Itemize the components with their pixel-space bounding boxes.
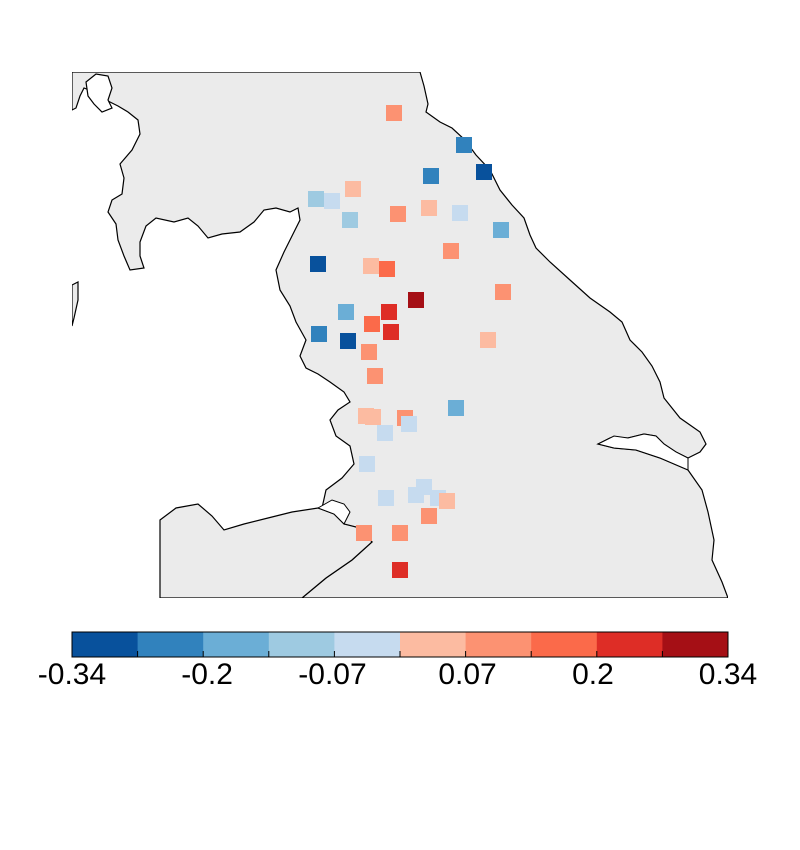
colorbar-tick-label: -0.34 [38, 658, 106, 691]
lake-north-west [85, 73, 113, 113]
humber-estuary [596, 433, 689, 471]
station-marker [452, 205, 468, 221]
colorbar-swatch [662, 632, 729, 657]
station-marker [324, 193, 340, 209]
station-marker [359, 456, 375, 472]
station-marker [383, 324, 399, 340]
station-marker [386, 105, 402, 121]
station-marker [340, 333, 356, 349]
colorbar-swatch [334, 632, 401, 657]
station-marker [392, 562, 408, 578]
station-marker [401, 416, 417, 432]
station-marker [381, 304, 397, 320]
station-marker [421, 508, 437, 524]
station-marker [456, 137, 472, 153]
station-marker [364, 316, 380, 332]
colorbar-tick-label: 0.34 [699, 658, 757, 691]
colorbar-tick-label: -0.07 [298, 658, 366, 691]
station-marker [443, 243, 459, 259]
colorbar-swatch [137, 632, 204, 657]
colorbar-swatch [596, 632, 663, 657]
colorbar-swatch [400, 632, 467, 657]
station-marker [363, 258, 379, 274]
colorbar-swatch [465, 632, 532, 657]
station-marker [308, 191, 324, 207]
station-marker [361, 344, 377, 360]
station-marker [476, 164, 492, 180]
stations-layer [308, 105, 511, 578]
station-marker [345, 181, 361, 197]
colorbar-swatch [268, 632, 335, 657]
station-marker [495, 284, 511, 300]
station-marker [365, 409, 381, 425]
station-marker [480, 332, 496, 348]
station-marker [408, 487, 424, 503]
station-marker [311, 326, 327, 342]
landmass-west-edge [72, 281, 79, 327]
station-marker [367, 368, 383, 384]
station-marker [338, 304, 354, 320]
colorbar-tick-label: 0.2 [572, 658, 614, 691]
colorbar-swatch [203, 632, 270, 657]
station-marker [448, 400, 464, 416]
station-marker [378, 490, 394, 506]
station-marker [342, 212, 358, 228]
station-marker [408, 292, 424, 308]
colorbar-tick-label: -0.2 [181, 658, 233, 691]
station-marker [493, 222, 509, 238]
station-marker [392, 525, 408, 541]
landmass-great-britain [72, 72, 728, 598]
colorbar-legend: -0.34 -0.2 -0.07 0.07 0.2 0.34 [38, 631, 757, 691]
station-marker [310, 256, 326, 272]
station-marker [356, 525, 372, 541]
map-panel [72, 72, 728, 598]
station-marker [379, 261, 395, 277]
station-marker [421, 200, 437, 216]
station-marker [439, 493, 455, 509]
station-marker [423, 168, 439, 184]
station-marker [390, 206, 406, 222]
colorbar-swatch [531, 632, 598, 657]
estuary [316, 499, 351, 525]
colorbar-tick-label: 0.07 [438, 658, 496, 691]
station-marker [377, 425, 393, 441]
colorbar-swatch [72, 632, 139, 657]
